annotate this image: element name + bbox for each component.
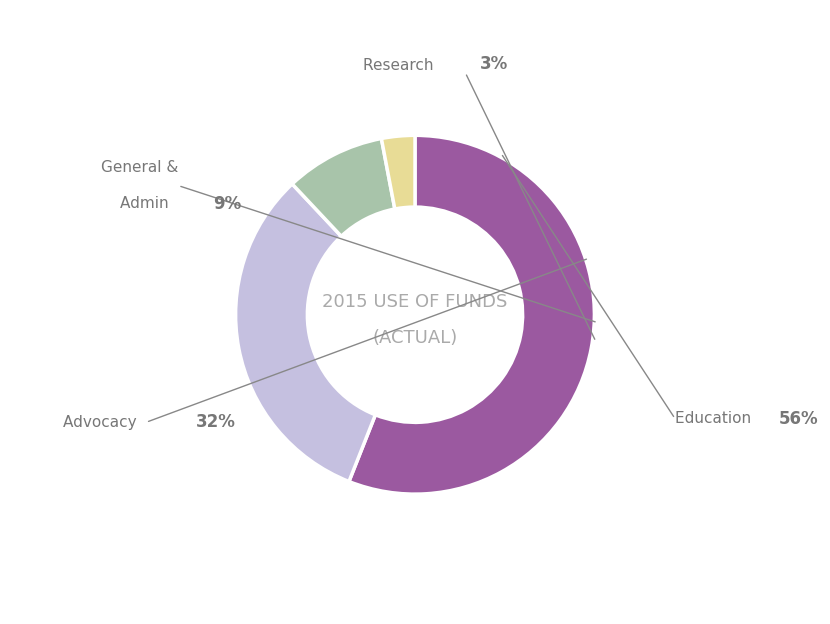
Wedge shape — [292, 139, 395, 236]
Text: 56%: 56% — [779, 410, 819, 428]
Text: Advocacy: Advocacy — [62, 415, 146, 430]
Wedge shape — [236, 184, 375, 482]
Text: General &: General & — [100, 160, 178, 175]
Text: Admin: Admin — [120, 196, 178, 211]
Text: 2015 USE OF FUNDS: 2015 USE OF FUNDS — [322, 293, 508, 311]
Wedge shape — [381, 135, 415, 209]
Wedge shape — [349, 135, 594, 494]
Text: 3%: 3% — [480, 54, 508, 72]
Text: Education: Education — [675, 411, 761, 426]
Text: 9%: 9% — [212, 195, 241, 213]
Text: 32%: 32% — [196, 413, 236, 431]
Text: Research: Research — [364, 57, 444, 72]
Text: (ACTUAL): (ACTUAL) — [373, 329, 457, 347]
